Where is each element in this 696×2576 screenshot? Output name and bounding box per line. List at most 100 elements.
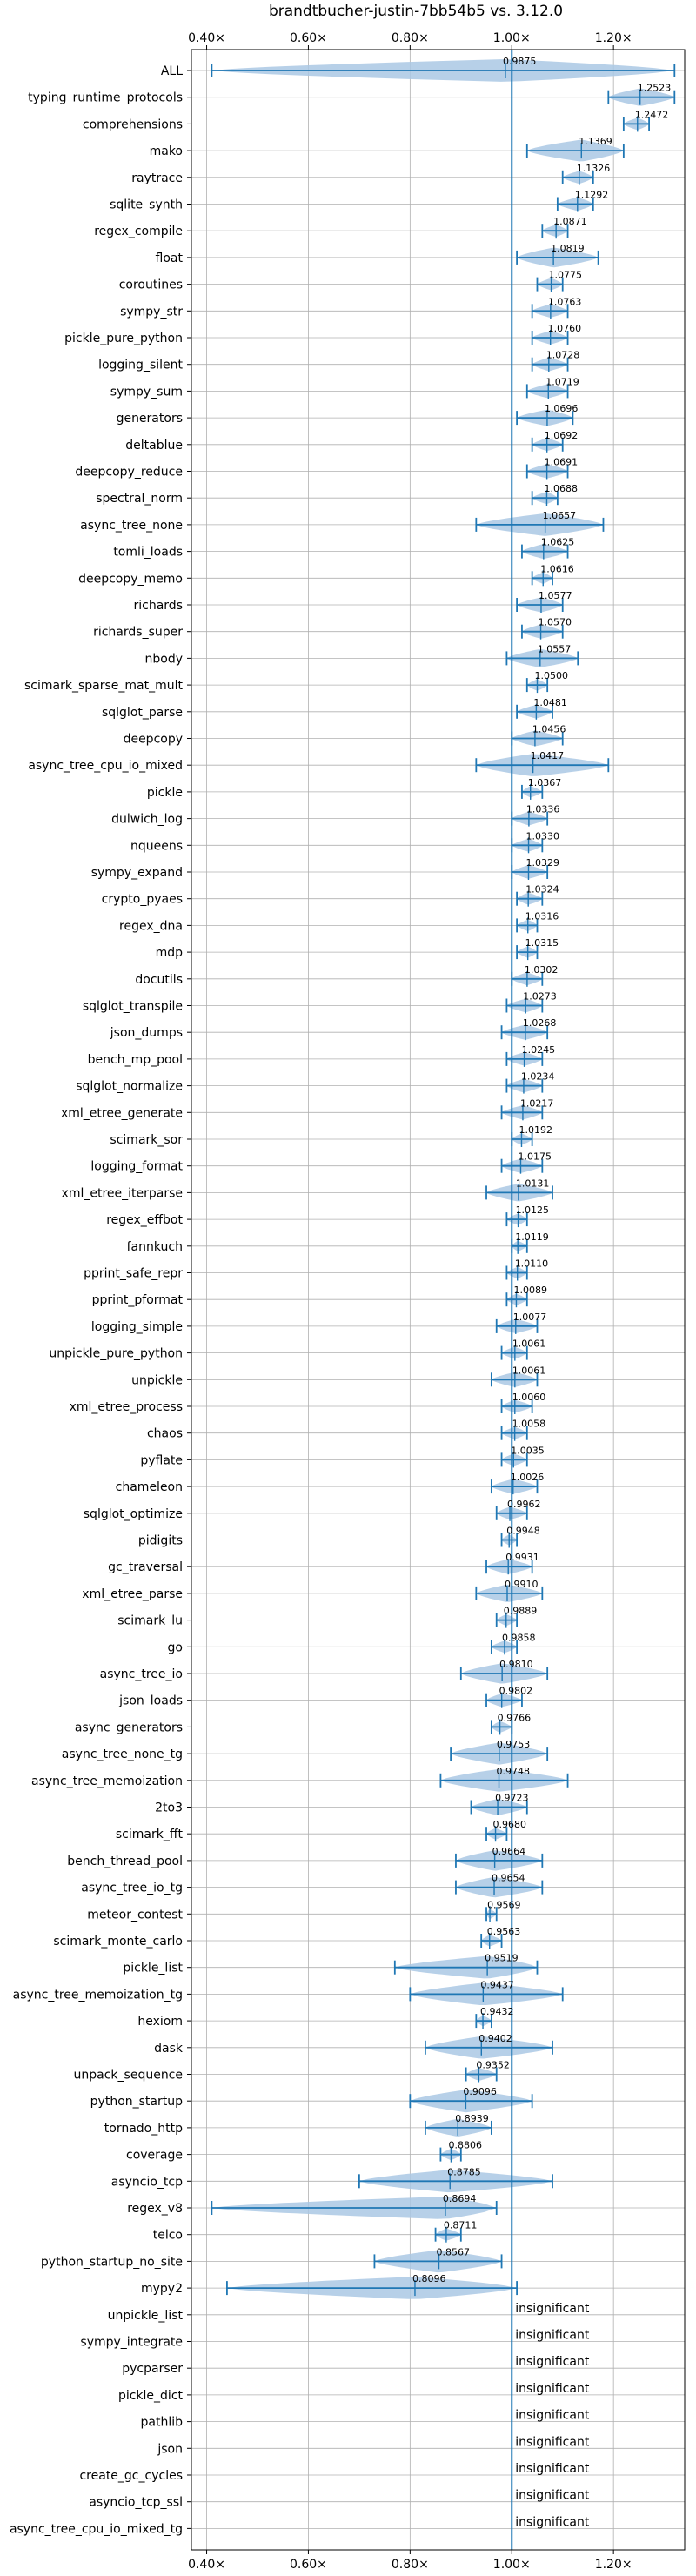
- y-tick-label: coroutines: [119, 278, 183, 292]
- y-tick-label: dulwich_log: [111, 813, 183, 827]
- y-tick-label: json: [157, 2442, 183, 2456]
- y-tick-label: python_startup_no_site: [41, 2255, 183, 2269]
- median-value-label: 1.0324: [525, 884, 559, 896]
- median-value-label: 0.9664: [492, 1846, 526, 1857]
- y-tick-label: pprint_pformat: [92, 1293, 184, 1307]
- y-tick-label: deepcopy_reduce: [75, 466, 183, 480]
- y-tick-label: sqlglot_parse: [102, 706, 183, 720]
- insignificant-label: insignificant: [515, 2435, 590, 2449]
- y-tick-label: pprint_safe_repr: [84, 1267, 183, 1281]
- median-value-label: 0.9352: [476, 2060, 510, 2071]
- median-value-label: 1.0273: [523, 991, 557, 1003]
- insignificant-label: insignificant: [515, 2462, 590, 2476]
- y-tick-label: logging_format: [90, 1160, 183, 1174]
- median-value-label: 1.0557: [538, 643, 572, 654]
- y-tick-label: mako: [150, 144, 183, 158]
- y-tick-label: richards: [134, 599, 184, 613]
- median-value-label: 1.0077: [513, 1311, 547, 1323]
- median-value-label: 1.0089: [513, 1285, 547, 1296]
- median-value-label: 0.9432: [480, 2006, 514, 2017]
- y-tick-label: scimark_lu: [117, 1614, 183, 1628]
- y-tick-label: pickle_pure_python: [64, 332, 183, 345]
- y-tick-label: crypto_pyaes: [102, 893, 183, 907]
- median-value-label: 1.0500: [534, 670, 568, 681]
- median-value-label: 0.9766: [498, 1712, 532, 1723]
- y-tick-label: sqlglot_transpile: [83, 1000, 183, 1014]
- median-value-label: 1.1369: [579, 136, 612, 147]
- median-value-label: 1.0026: [511, 1472, 545, 1483]
- median-value-label: 1.0302: [525, 964, 559, 976]
- median-value-label: 0.9948: [506, 1526, 540, 1537]
- median-value-label: 1.0688: [544, 483, 578, 494]
- median-value-label: 0.9563: [487, 1926, 521, 1937]
- y-tick-label: pathlib: [141, 2416, 184, 2430]
- y-tick-label: telco: [153, 2229, 183, 2243]
- y-tick-label: pickle_list: [123, 1962, 183, 1976]
- y-tick-label: tornado_http: [104, 2122, 183, 2136]
- x-tick-label-bottom: 1.00×: [493, 2558, 531, 2572]
- y-tick-label: sympy_str: [120, 305, 183, 319]
- y-tick-label: bench_thread_pool: [67, 1855, 183, 1868]
- median-value-label: 1.0625: [541, 537, 575, 548]
- y-tick-label: scimark_monte_carlo: [53, 1935, 183, 1949]
- y-tick-label: sympy_sum: [110, 385, 183, 399]
- median-value-label: 1.0760: [548, 323, 582, 334]
- insignificant-label: insignificant: [515, 2382, 590, 2396]
- median-value-label: 1.0691: [545, 457, 579, 468]
- y-tick-label: xml_etree_parse: [82, 1587, 183, 1601]
- median-value-label: 0.8694: [443, 2193, 477, 2204]
- y-tick-label: pickle_dict: [118, 2389, 184, 2403]
- y-tick-label: typing_runtime_protocols: [28, 91, 183, 105]
- y-tick-label: json_dumps: [110, 1026, 183, 1040]
- y-tick-label: chaos: [147, 1427, 183, 1441]
- median-value-label: 1.0728: [546, 350, 580, 361]
- y-tick-label: docutils: [135, 973, 183, 987]
- y-tick-label: richards_super: [93, 626, 183, 640]
- y-tick-label: hexiom: [137, 2015, 183, 2029]
- median-value-label: 0.9569: [487, 1899, 521, 1910]
- y-tick-label: async_tree_none_tg: [62, 1748, 183, 1761]
- median-value-label: 1.2472: [635, 109, 669, 120]
- median-value-label: 1.0696: [545, 403, 579, 414]
- median-value-label: 1.0336: [526, 804, 560, 815]
- median-value-label: 0.9810: [499, 1659, 533, 1670]
- y-tick-label: meteor_contest: [87, 1908, 183, 1922]
- y-tick-label: xml_etree_generate: [61, 1106, 183, 1120]
- y-tick-label: pickle: [147, 786, 183, 800]
- median-value-label: 0.9889: [504, 1606, 538, 1617]
- median-value-label: 0.8806: [448, 2140, 482, 2151]
- y-tick-label: chameleon: [116, 1480, 183, 1494]
- y-tick-label: async_generators: [75, 1721, 183, 1734]
- x-tick-label-bottom: 1.20×: [595, 2558, 632, 2572]
- median-value-label: 1.0060: [512, 1392, 546, 1403]
- median-value-label: 0.9753: [497, 1739, 531, 1750]
- insignificant-label: insignificant: [515, 2302, 590, 2316]
- y-tick-label: nqueens: [130, 839, 183, 853]
- y-tick-label: pidigits: [138, 1534, 183, 1548]
- y-tick-label: fannkuch: [127, 1240, 183, 1254]
- median-value-label: 1.0657: [543, 510, 577, 521]
- median-value-label: 0.8567: [436, 2246, 470, 2257]
- median-value-label: 1.1326: [577, 163, 611, 174]
- y-tick-label: unpickle: [131, 1373, 183, 1387]
- y-tick-label: regex_compile: [94, 225, 183, 238]
- y-tick-label: deepcopy: [124, 733, 183, 747]
- y-tick-label: regex_dna: [119, 919, 183, 933]
- median-value-label: 0.8096: [412, 2273, 445, 2284]
- y-tick-label: mdp: [156, 946, 184, 960]
- median-value-label: 0.9654: [492, 1873, 525, 1884]
- y-tick-label: async_tree_io: [100, 1667, 183, 1681]
- y-tick-label: 2to3: [155, 1801, 183, 1815]
- median-value-label: 1.0234: [521, 1071, 555, 1083]
- y-tick-label: async_tree_memoization_tg: [13, 1988, 183, 2002]
- y-tick-label: scimark_fft: [116, 1828, 184, 1841]
- median-value-label: 1.0456: [532, 724, 566, 735]
- median-value-label: 0.9519: [485, 1953, 519, 1964]
- y-tick-label: xml_etree_iterparse: [62, 1186, 183, 1200]
- insignificant-label: insignificant: [515, 2489, 590, 2503]
- median-value-label: 0.9437: [480, 1979, 514, 1990]
- median-value-label: 0.8711: [444, 2220, 477, 2231]
- y-tick-label: async_tree_cpu_io_mixed: [28, 759, 183, 773]
